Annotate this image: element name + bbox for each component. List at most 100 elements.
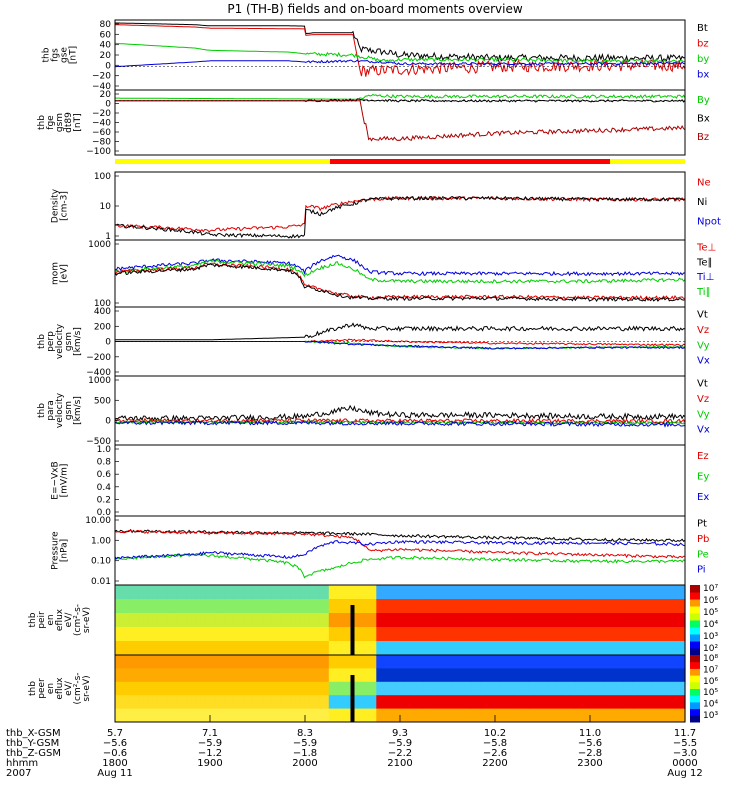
spectrogram-cell: [129, 668, 135, 683]
spectrogram-cell: [609, 681, 615, 696]
spectrogram-cell: [162, 668, 168, 683]
spectrogram-cell: [661, 681, 667, 696]
y-tick-label: −40: [92, 82, 111, 92]
y-axis-label: mom [eV]: [51, 262, 70, 285]
spectrogram-cell: [480, 708, 487, 723]
spectrogram-cell: [457, 708, 463, 723]
spectrogram-cell: [594, 627, 601, 642]
legend-entry: Pb: [697, 534, 709, 545]
spectrogram-cell: [590, 668, 596, 683]
spectrogram-cell: [366, 695, 373, 710]
spectrogram-cell: [143, 681, 149, 696]
spectrogram-cell: [381, 627, 387, 642]
spectrogram-cell: [153, 599, 159, 614]
colorbar-swatch: [690, 648, 700, 656]
spectrogram-cell: [471, 613, 477, 628]
spectrogram-cell: [651, 695, 658, 710]
spectrogram-cell: [172, 668, 178, 683]
spectrogram-cell: [167, 641, 173, 656]
spectrogram-cell: [680, 613, 686, 628]
y-axis-label-line: eV/: [64, 680, 74, 696]
time-row-value: 10.2: [484, 728, 506, 739]
spectrogram-cell: [675, 695, 681, 710]
y-axis-label: thb fgs gse [nT]: [42, 46, 79, 64]
spectrogram-cell: [295, 668, 301, 683]
spectrogram-cell: [466, 585, 472, 600]
spectrogram-cell: [457, 668, 463, 683]
time-row-value: −1.8: [293, 748, 317, 759]
time-row-value: 0000: [672, 758, 697, 769]
spectrogram-cell: [191, 668, 197, 683]
spectrogram-cell: [566, 599, 572, 614]
spectrogram-cell: [438, 599, 444, 614]
spectrogram-cell: [153, 708, 159, 723]
time-row-value: −2.6: [483, 748, 507, 759]
spectrogram-cell: [504, 681, 510, 696]
spectrogram-cell: [542, 599, 548, 614]
time-row-value: Aug 12: [667, 768, 702, 779]
colorbar-swatch: [690, 668, 700, 676]
spectrogram-cell: [324, 613, 330, 628]
spectrogram-cell: [267, 708, 273, 723]
spectrogram-cell: [590, 681, 596, 696]
y-axis-label-line: en: [46, 683, 56, 694]
time-row-value: −5.5: [673, 738, 697, 749]
spectrogram-cell: [485, 585, 491, 600]
spectrogram-cell: [138, 585, 145, 600]
spectrogram-cell: [176, 655, 183, 669]
spectrogram-cell: [528, 695, 534, 710]
spectrogram-cell: [381, 708, 387, 723]
spectrogram-cell: [305, 641, 311, 656]
spectrogram-cell: [362, 681, 368, 696]
spectrogram-cell: [295, 627, 301, 642]
spectrogram-cell: [666, 668, 672, 683]
spectrogram-cell: [290, 627, 297, 642]
spectrogram-cell: [238, 708, 244, 723]
spectrogram-cell: [376, 668, 382, 683]
y-axis-label-line: thb: [28, 612, 38, 627]
spectrogram-cell: [661, 641, 667, 656]
spectrogram-cell: [276, 641, 282, 656]
spectrogram-cell: [556, 695, 563, 710]
panel-efield: 1.0 0.8 0.6 0.4 0.2 0.0 Ez Ey Ex E=−VxB [mV/m]: [51, 444, 709, 518]
spectrogram-cell: [333, 655, 339, 669]
spectrogram-cell: [381, 681, 387, 696]
y-tick-label: −200: [86, 353, 111, 363]
spectrogram-cell: [499, 681, 506, 696]
spectrogram-cell: [129, 641, 135, 656]
spectrogram-cell: [138, 655, 145, 669]
spectrogram-cell: [528, 599, 534, 614]
spectrogram-cell: [200, 627, 206, 642]
spectrogram-cell: [148, 655, 154, 669]
spectrogram-cell: [423, 708, 430, 723]
spectrogram-cell: [571, 668, 577, 683]
spectrogram-cell: [604, 655, 610, 669]
spectrogram-cell: [428, 681, 434, 696]
spectrogram-cell: [561, 695, 567, 710]
spectrogram-cell: [476, 585, 482, 600]
spectrogram-cell: [613, 668, 620, 683]
spectrogram-cell: [447, 641, 453, 656]
spectrogram-cell: [623, 613, 629, 628]
spectrogram-cell: [571, 627, 577, 642]
spectrogram-cell: [347, 585, 354, 600]
spectrogram-cell: [580, 641, 586, 656]
spectrogram-cell: [651, 599, 658, 614]
spectrogram-cell: [528, 627, 534, 642]
y-axis-label-line: eV/: [64, 612, 74, 628]
spectrogram-cell: [319, 681, 325, 696]
spectrogram-cell: [647, 708, 653, 723]
spectrogram-cell: [632, 668, 639, 683]
spectrogram-cell: [124, 627, 130, 642]
spectrogram-cell: [552, 655, 558, 669]
spectrogram-cell: [205, 708, 211, 723]
spectrogram-cell: [290, 599, 297, 614]
spectrogram-cell: [366, 641, 373, 656]
spectrogram-cell: [381, 641, 387, 656]
spectrogram-cell: [537, 627, 544, 642]
series-Bz: [115, 100, 685, 142]
spectrogram-cell: [324, 585, 330, 600]
spectrogram-cell: [390, 708, 396, 723]
spectrogram-cell: [566, 613, 572, 628]
